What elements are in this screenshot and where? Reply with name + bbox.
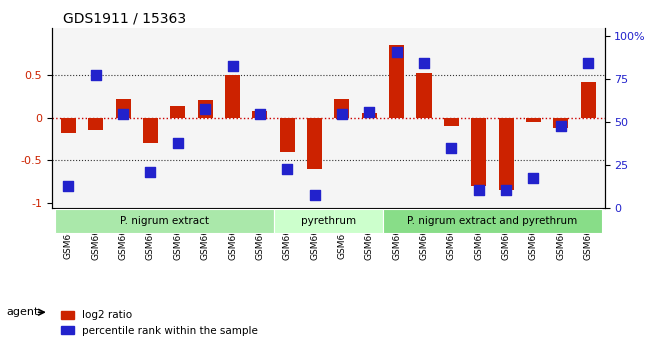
Point xyxy=(309,192,320,197)
Bar xyxy=(444,118,459,126)
Bar xyxy=(417,73,432,118)
FancyBboxPatch shape xyxy=(383,209,602,233)
Point xyxy=(173,140,183,146)
Bar xyxy=(61,118,76,133)
Bar xyxy=(225,75,240,118)
Text: agent: agent xyxy=(6,307,39,317)
Text: P. nigrum extract: P. nigrum extract xyxy=(120,216,209,226)
Point xyxy=(528,175,539,180)
Point xyxy=(419,60,429,66)
Point xyxy=(391,50,402,55)
Bar xyxy=(389,45,404,118)
Bar xyxy=(143,118,158,143)
Bar xyxy=(170,107,185,118)
Point xyxy=(255,111,265,117)
Bar xyxy=(580,82,595,118)
Point xyxy=(90,72,101,78)
Bar xyxy=(471,118,486,186)
Bar xyxy=(252,111,267,118)
Point xyxy=(446,146,456,151)
Bar xyxy=(334,99,350,118)
Bar xyxy=(198,100,213,118)
Text: pyrethrum: pyrethrum xyxy=(301,216,356,226)
Point xyxy=(227,63,238,69)
Text: GDS1911 / 15363: GDS1911 / 15363 xyxy=(63,11,186,25)
Point xyxy=(200,106,211,112)
Bar xyxy=(280,118,294,152)
Point xyxy=(473,187,484,193)
Point xyxy=(118,111,128,117)
Bar xyxy=(116,99,131,118)
Bar xyxy=(553,118,568,128)
FancyBboxPatch shape xyxy=(274,209,383,233)
FancyBboxPatch shape xyxy=(55,209,274,233)
Point xyxy=(501,187,512,193)
Point xyxy=(63,184,73,189)
Text: P. nigrum extract and pyrethrum: P. nigrum extract and pyrethrum xyxy=(408,216,577,226)
Bar xyxy=(362,113,377,118)
Bar xyxy=(88,118,103,130)
Point xyxy=(145,170,155,175)
Point xyxy=(337,111,347,117)
Point xyxy=(282,166,293,172)
Legend: log2 ratio, percentile rank within the sample: log2 ratio, percentile rank within the s… xyxy=(57,306,262,340)
Point xyxy=(583,60,593,66)
Bar xyxy=(307,118,322,169)
Bar xyxy=(526,118,541,122)
Point xyxy=(364,110,374,115)
Point xyxy=(556,124,566,129)
Bar xyxy=(499,118,514,190)
